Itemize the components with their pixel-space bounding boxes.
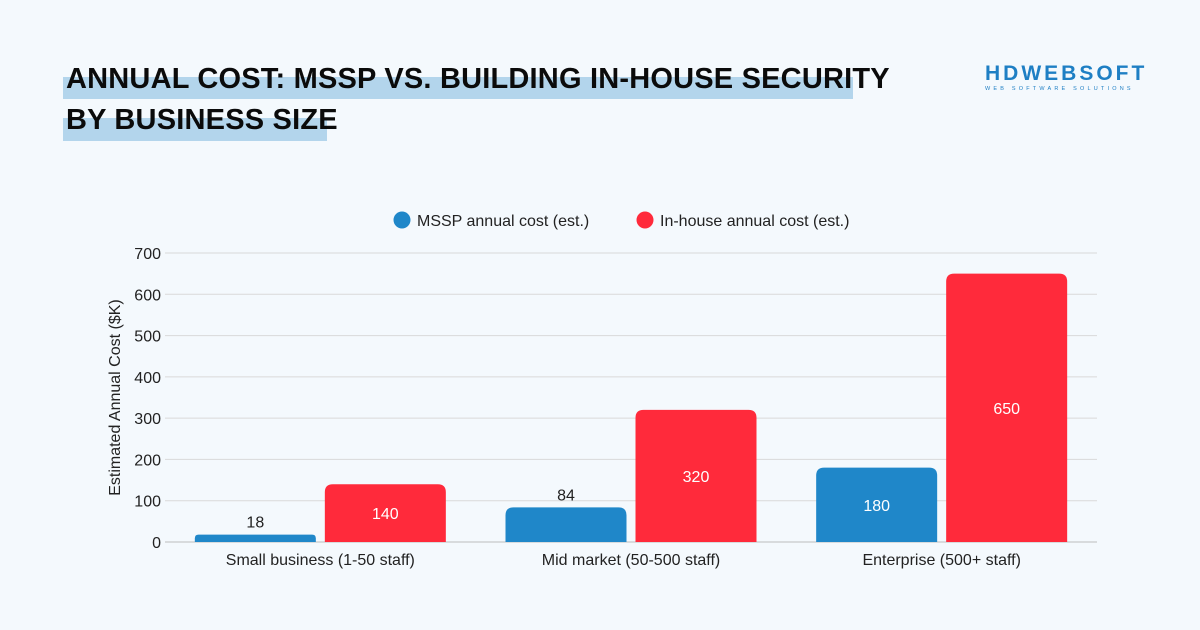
bar-inhouse	[946, 273, 1068, 542]
y-tick-label: 500	[134, 329, 161, 346]
data-label: 180	[863, 498, 890, 515]
title-highlight-2	[63, 118, 327, 141]
y-tick-label: 700	[134, 246, 161, 263]
data-label: 84	[557, 487, 575, 504]
bar-inhouse	[324, 484, 446, 542]
y-tick-label: 400	[134, 370, 161, 387]
data-label: 18	[246, 515, 264, 532]
legend-marker	[393, 211, 411, 229]
chart-title-line2: BY BUSINESS SIZE	[66, 104, 338, 136]
legend-marker	[636, 211, 654, 229]
logo-tagline: WEB SOFTWARE SOLUTIONS	[985, 86, 1134, 92]
bar-mssp	[505, 507, 627, 542]
y-tick-label: 300	[134, 411, 161, 428]
y-tick-label: 0	[152, 535, 161, 552]
chart-title-line1: ANNUAL COST: MSSP VS. BUILDING IN-HOUSE …	[66, 63, 890, 95]
y-tick-label: 200	[134, 452, 161, 469]
x-tick-label: Small business (1-50 staff)	[226, 552, 415, 569]
data-label: 650	[993, 401, 1020, 418]
bar-inhouse	[635, 409, 757, 542]
bar-mssp	[816, 467, 938, 542]
data-label: 140	[372, 506, 399, 523]
x-tick-label: Enterprise (500+ staff)	[862, 552, 1020, 569]
legend-label: In-house annual cost (est.)	[660, 213, 849, 230]
data-label: 320	[683, 469, 710, 486]
legend-label: MSSP annual cost (est.)	[417, 213, 589, 230]
y-tick-label: 600	[134, 287, 161, 304]
y-tick-label: 100	[134, 494, 161, 511]
logo-name: HDWEBSOFT	[985, 62, 1148, 85]
logo: HDWEBSOFT WEB SOFTWARE SOLUTIONS	[985, 62, 1147, 92]
y-axis-label: Estimated Annual Cost ($K)	[107, 299, 124, 496]
x-tick-label: Mid market (50-500 staff)	[542, 552, 720, 569]
bar-mssp	[194, 534, 316, 542]
title-highlight-1	[63, 77, 853, 99]
